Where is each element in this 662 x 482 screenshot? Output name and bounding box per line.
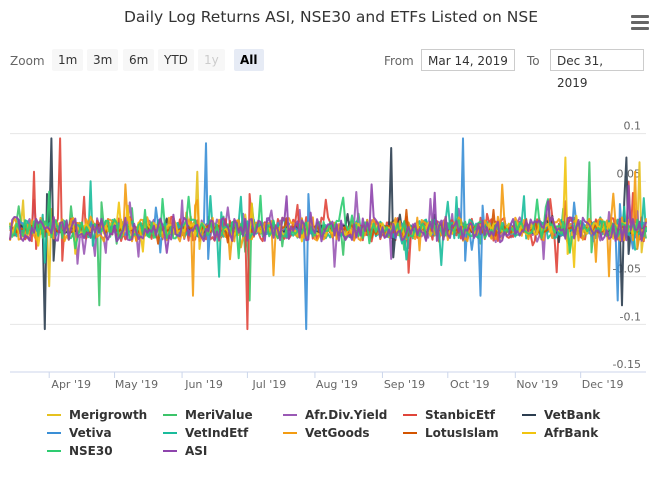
legend-item-lotusislam[interactable]: LotusIslam [403,426,499,442]
legend-item-afr-div-yield[interactable]: Afr.Div.Yield [283,408,387,424]
legend-label: Merigrowth [69,408,148,422]
legend-swatch-icon [47,431,61,434]
x-tick-label: May '19 [115,378,158,391]
y-tick-label: 0.1 [624,120,642,133]
from-date-input[interactable]: Mar 14, 2019 [421,49,515,71]
x-tick-label: Sep '19 [384,378,425,391]
legend-label: VetIndEtf [185,426,249,440]
x-tick-label: Apr '19 [51,378,91,391]
legend-swatch-icon [163,413,177,416]
legend-swatch-icon [163,431,177,434]
x-tick-label: Jun '19 [184,378,223,391]
zoom-label: Zoom [10,54,45,68]
returns-chart[interactable]: 0.1 0.05 -0.05 -0.1 -0.15 Apr '19 May '19 Jun '… [0,0,662,400]
to-label: To [527,54,540,68]
legend-swatch-icon [283,431,297,434]
legend-swatch-icon [522,413,536,416]
x-tick-label: Oct '19 [450,378,490,391]
legend-label: Vetiva [69,426,112,440]
legend-swatch-icon [163,449,177,452]
x-tick-label: Aug '19 [316,378,358,391]
legend-item-merivalue[interactable]: MeriValue [163,408,253,424]
from-label: From [384,54,414,68]
legend-label: VetGoods [305,426,370,440]
zoom-button-3m[interactable]: 3m [87,49,119,71]
legend-label: NSE30 [69,444,113,458]
zoom-button-6m[interactable]: 6m [123,49,155,71]
to-date-input[interactable]: Dec 31, 2019 [550,49,644,90]
legend-item-asi[interactable]: ASI [163,444,207,460]
y-tick-label: 0.05 [617,167,642,180]
legend-item-vetindetf[interactable]: VetIndEtf [163,426,248,442]
legend-item-merigrowth[interactable]: Merigrowth [47,408,147,424]
zoom-button-ytd[interactable]: YTD [158,49,194,71]
legend-label: VetBank [544,408,601,422]
legend-swatch-icon [522,431,536,434]
zoom-button-1m[interactable]: 1m [52,49,84,71]
legend-item-nse30[interactable]: NSE30 [47,444,113,460]
legend-item-afrbank[interactable]: AfrBank [522,426,598,442]
legend-swatch-icon [47,413,61,416]
zoom-button-all[interactable]: All [234,49,264,71]
legend-label: Afr.Div.Yield [305,408,388,422]
legend-label: StanbicEtf [425,408,495,422]
legend-swatch-icon [403,413,417,416]
hamburger-menu-icon[interactable] [628,12,652,34]
legend-label: LotusIslam [425,426,499,440]
y-tick-label: -0.15 [613,358,641,371]
legend-swatch-icon [403,431,417,434]
x-tick-label: Dec '19 [582,378,624,391]
legend-item-vetbank[interactable]: VetBank [522,408,600,424]
y-tick-label: -0.05 [613,263,641,276]
x-tick-label: Jul '19 [252,378,287,391]
legend-item-vetgoods[interactable]: VetGoods [283,426,370,442]
series-line-asi[interactable] [9,183,647,254]
x-tick-label: Nov '19 [516,378,558,391]
zoom-button-1y: 1y [198,49,225,71]
series-line-nse30[interactable] [9,190,647,260]
legend-label: AfrBank [544,426,599,440]
legend-item-vetiva[interactable]: Vetiva [47,426,112,442]
legend-label: ASI [185,444,208,458]
legend-swatch-icon [283,413,297,416]
legend-swatch-icon [47,449,61,452]
legend-item-stanbicetf[interactable]: StanbicEtf [403,408,495,424]
legend-label: MeriValue [185,408,253,422]
chart-title: Daily Log Returns ASI, NSE30 and ETFs Li… [123,8,539,26]
y-tick-label: -0.1 [620,310,641,323]
